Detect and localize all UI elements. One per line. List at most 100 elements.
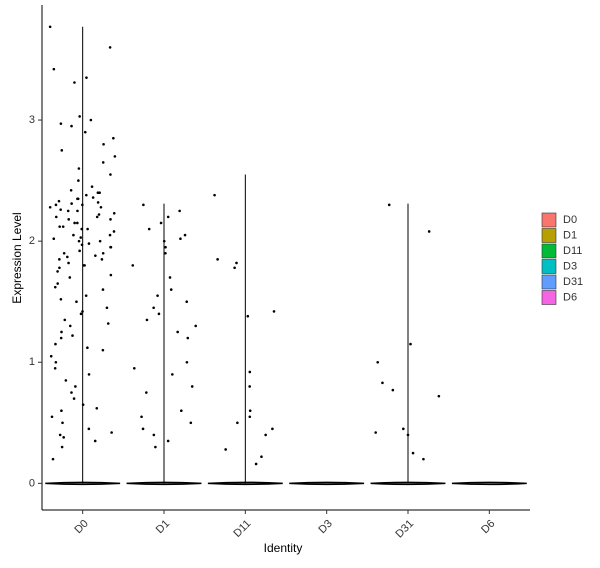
- jitter-point: [53, 285, 57, 289]
- jitter-point: [437, 394, 441, 398]
- jitter-point: [71, 334, 74, 337]
- jitter-point: [87, 427, 91, 431]
- jitter-point: [391, 388, 395, 392]
- jitter-point: [93, 439, 97, 443]
- jitter-point: [166, 215, 170, 219]
- y-tick-label: 2: [29, 235, 35, 247]
- jitter-point: [164, 251, 167, 255]
- jitter-point: [216, 258, 219, 261]
- jitter-point: [74, 385, 77, 388]
- jitter-point: [409, 342, 412, 346]
- jitter-point: [83, 130, 87, 134]
- jitter-point: [168, 276, 172, 279]
- legend-key: [541, 212, 557, 228]
- jitter-point: [235, 261, 238, 265]
- jitter-point: [141, 427, 145, 431]
- legend-label: D31: [563, 276, 583, 288]
- jitter-point: [95, 406, 99, 410]
- legend-key: [541, 228, 557, 243]
- jitter-point: [162, 239, 166, 243]
- jitter-point: [101, 348, 105, 352]
- jitter-point: [77, 239, 81, 243]
- jitter-point: [248, 385, 251, 388]
- jitter-point: [76, 209, 79, 213]
- jitter-point: [142, 203, 145, 207]
- jitter-point: [169, 288, 173, 291]
- x-tick-label: D31: [393, 518, 416, 541]
- jitter-point: [190, 385, 194, 388]
- jitter-point: [68, 324, 72, 328]
- jitter-point: [56, 270, 59, 273]
- jitter-point: [89, 118, 93, 122]
- jitter-point: [260, 455, 263, 459]
- jitter-point: [381, 381, 384, 385]
- legend-key: [541, 259, 557, 274]
- jitter-point: [236, 421, 239, 425]
- jitter-point: [86, 346, 89, 350]
- x-tick-label: D6: [479, 518, 497, 536]
- x-tick-label: D1: [154, 518, 172, 536]
- jitter-point: [77, 167, 81, 170]
- jitter-point: [73, 221, 76, 225]
- y-tick-label: 3: [29, 114, 35, 126]
- jitter-point: [108, 233, 112, 237]
- jitter-point: [67, 261, 70, 265]
- jitter-point: [58, 258, 61, 261]
- jitter-point: [61, 421, 64, 425]
- jitter-point: [179, 237, 182, 241]
- legend-label: D1: [563, 229, 577, 241]
- jitter-point: [422, 457, 425, 461]
- jitter-point: [73, 81, 76, 84]
- jitter-point: [112, 230, 116, 233]
- jitter-point: [56, 282, 59, 285]
- jitter-point: [58, 433, 62, 437]
- jitter-point: [80, 243, 84, 247]
- jitter-point: [112, 136, 115, 140]
- jitter-point: [147, 227, 151, 231]
- jitter-point: [81, 403, 85, 406]
- jitter-point: [78, 115, 81, 118]
- jitter-point: [87, 373, 91, 376]
- jitter-point: [186, 336, 190, 340]
- jitter-point: [140, 415, 143, 419]
- jitter-point: [248, 409, 252, 412]
- x-tick-label: D11: [231, 518, 253, 540]
- jitter-point: [53, 367, 57, 370]
- legend-label: D3: [563, 260, 577, 272]
- jitter-point: [70, 124, 73, 128]
- jitter-point: [69, 188, 73, 192]
- jitter-point: [85, 193, 88, 197]
- jitter-point: [95, 215, 99, 219]
- jitter-point: [99, 205, 103, 209]
- jitter-point: [59, 208, 62, 211]
- jitter-point: [233, 266, 236, 270]
- jitter-point: [94, 254, 97, 257]
- jitter-point: [157, 312, 161, 316]
- jitter-point: [96, 201, 100, 204]
- jitter-point: [63, 318, 67, 322]
- jitter-point: [109, 245, 112, 249]
- jitter-point: [406, 433, 410, 437]
- jitter-point: [159, 221, 163, 225]
- jitter-point: [59, 122, 63, 125]
- jitter-point: [106, 322, 110, 325]
- jitter-point: [60, 409, 63, 412]
- jitter-point: [81, 203, 84, 207]
- jitter-point: [76, 197, 80, 201]
- jitter-point: [62, 436, 65, 439]
- jitter-point: [156, 294, 159, 297]
- jitter-point: [164, 245, 167, 249]
- jitter-point: [51, 457, 55, 461]
- jitter-point: [248, 370, 252, 374]
- jitter-point: [152, 306, 155, 310]
- legend-label: D0: [563, 214, 577, 226]
- jitter-point: [91, 196, 95, 199]
- legend-label: D11: [563, 245, 582, 257]
- x-axis-label: Identity: [264, 541, 303, 555]
- jitter-point: [66, 209, 70, 213]
- jitter-point: [113, 155, 117, 158]
- jitter-point: [96, 191, 100, 195]
- x-tick-label: D0: [72, 518, 90, 536]
- x-tick-label: D3: [316, 518, 334, 536]
- jitter-point: [54, 203, 58, 207]
